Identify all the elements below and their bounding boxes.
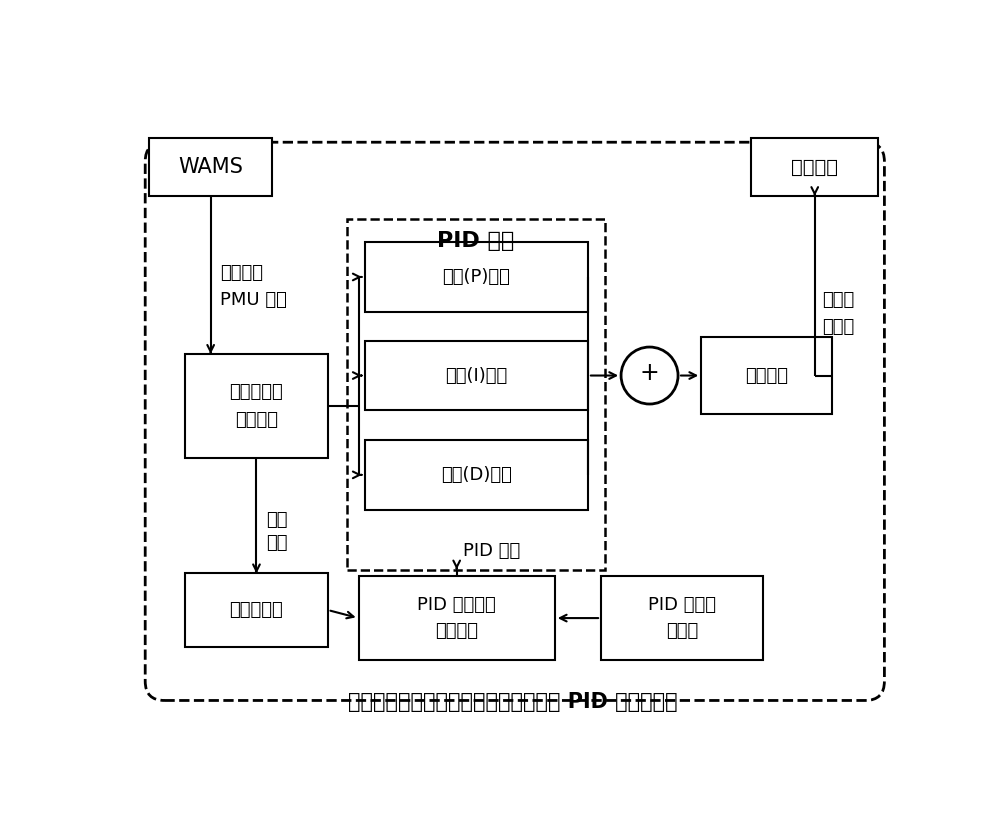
FancyBboxPatch shape (601, 576, 763, 660)
FancyBboxPatch shape (149, 138, 272, 196)
Text: 比例(P)环节: 比例(P)环节 (442, 268, 510, 286)
FancyBboxPatch shape (751, 138, 878, 196)
FancyBboxPatch shape (365, 440, 588, 510)
Text: WAMS: WAMS (178, 157, 243, 177)
Text: 调控装置: 调控装置 (791, 158, 838, 176)
Text: 实际: 实际 (266, 511, 287, 528)
Text: PID 参数: PID 参数 (463, 542, 520, 560)
Text: +: + (640, 361, 659, 385)
FancyBboxPatch shape (701, 337, 832, 414)
Text: 储模块: 储模块 (666, 622, 698, 640)
FancyBboxPatch shape (185, 573, 328, 646)
Text: 微分(D)环节: 微分(D)环节 (441, 466, 512, 484)
Text: 阻尼控: 阻尼控 (822, 291, 855, 309)
Text: PID 参数选取: PID 参数选取 (417, 596, 496, 614)
Text: 制信号: 制信号 (822, 318, 855, 336)
FancyBboxPatch shape (358, 576, 555, 660)
Text: PID 参数存: PID 参数存 (648, 596, 716, 614)
FancyBboxPatch shape (347, 220, 605, 570)
Text: 处理模块: 处理模块 (235, 411, 278, 428)
Text: 测量信号预: 测量信号预 (230, 383, 283, 401)
Text: 限幅环节: 限幅环节 (745, 367, 788, 385)
Text: PID 环节: PID 环节 (437, 231, 515, 250)
Text: 时滞比较器: 时滞比较器 (230, 601, 283, 619)
Text: 重设模块: 重设模块 (435, 622, 478, 640)
FancyBboxPatch shape (365, 341, 588, 411)
FancyBboxPatch shape (365, 242, 588, 311)
Text: 时滞: 时滞 (266, 533, 287, 551)
FancyBboxPatch shape (145, 142, 884, 701)
Text: PMU 信号: PMU 信号 (220, 291, 287, 309)
Text: 积分(I)环节: 积分(I)环节 (445, 367, 507, 385)
Text: 广域时滞: 广域时滞 (220, 264, 263, 282)
Text: 具有大范围变化时滞自适应能力的广域 PID 阻尼控制器: 具有大范围变化时滞自适应能力的广域 PID 阻尼控制器 (348, 692, 677, 712)
FancyBboxPatch shape (185, 354, 328, 458)
